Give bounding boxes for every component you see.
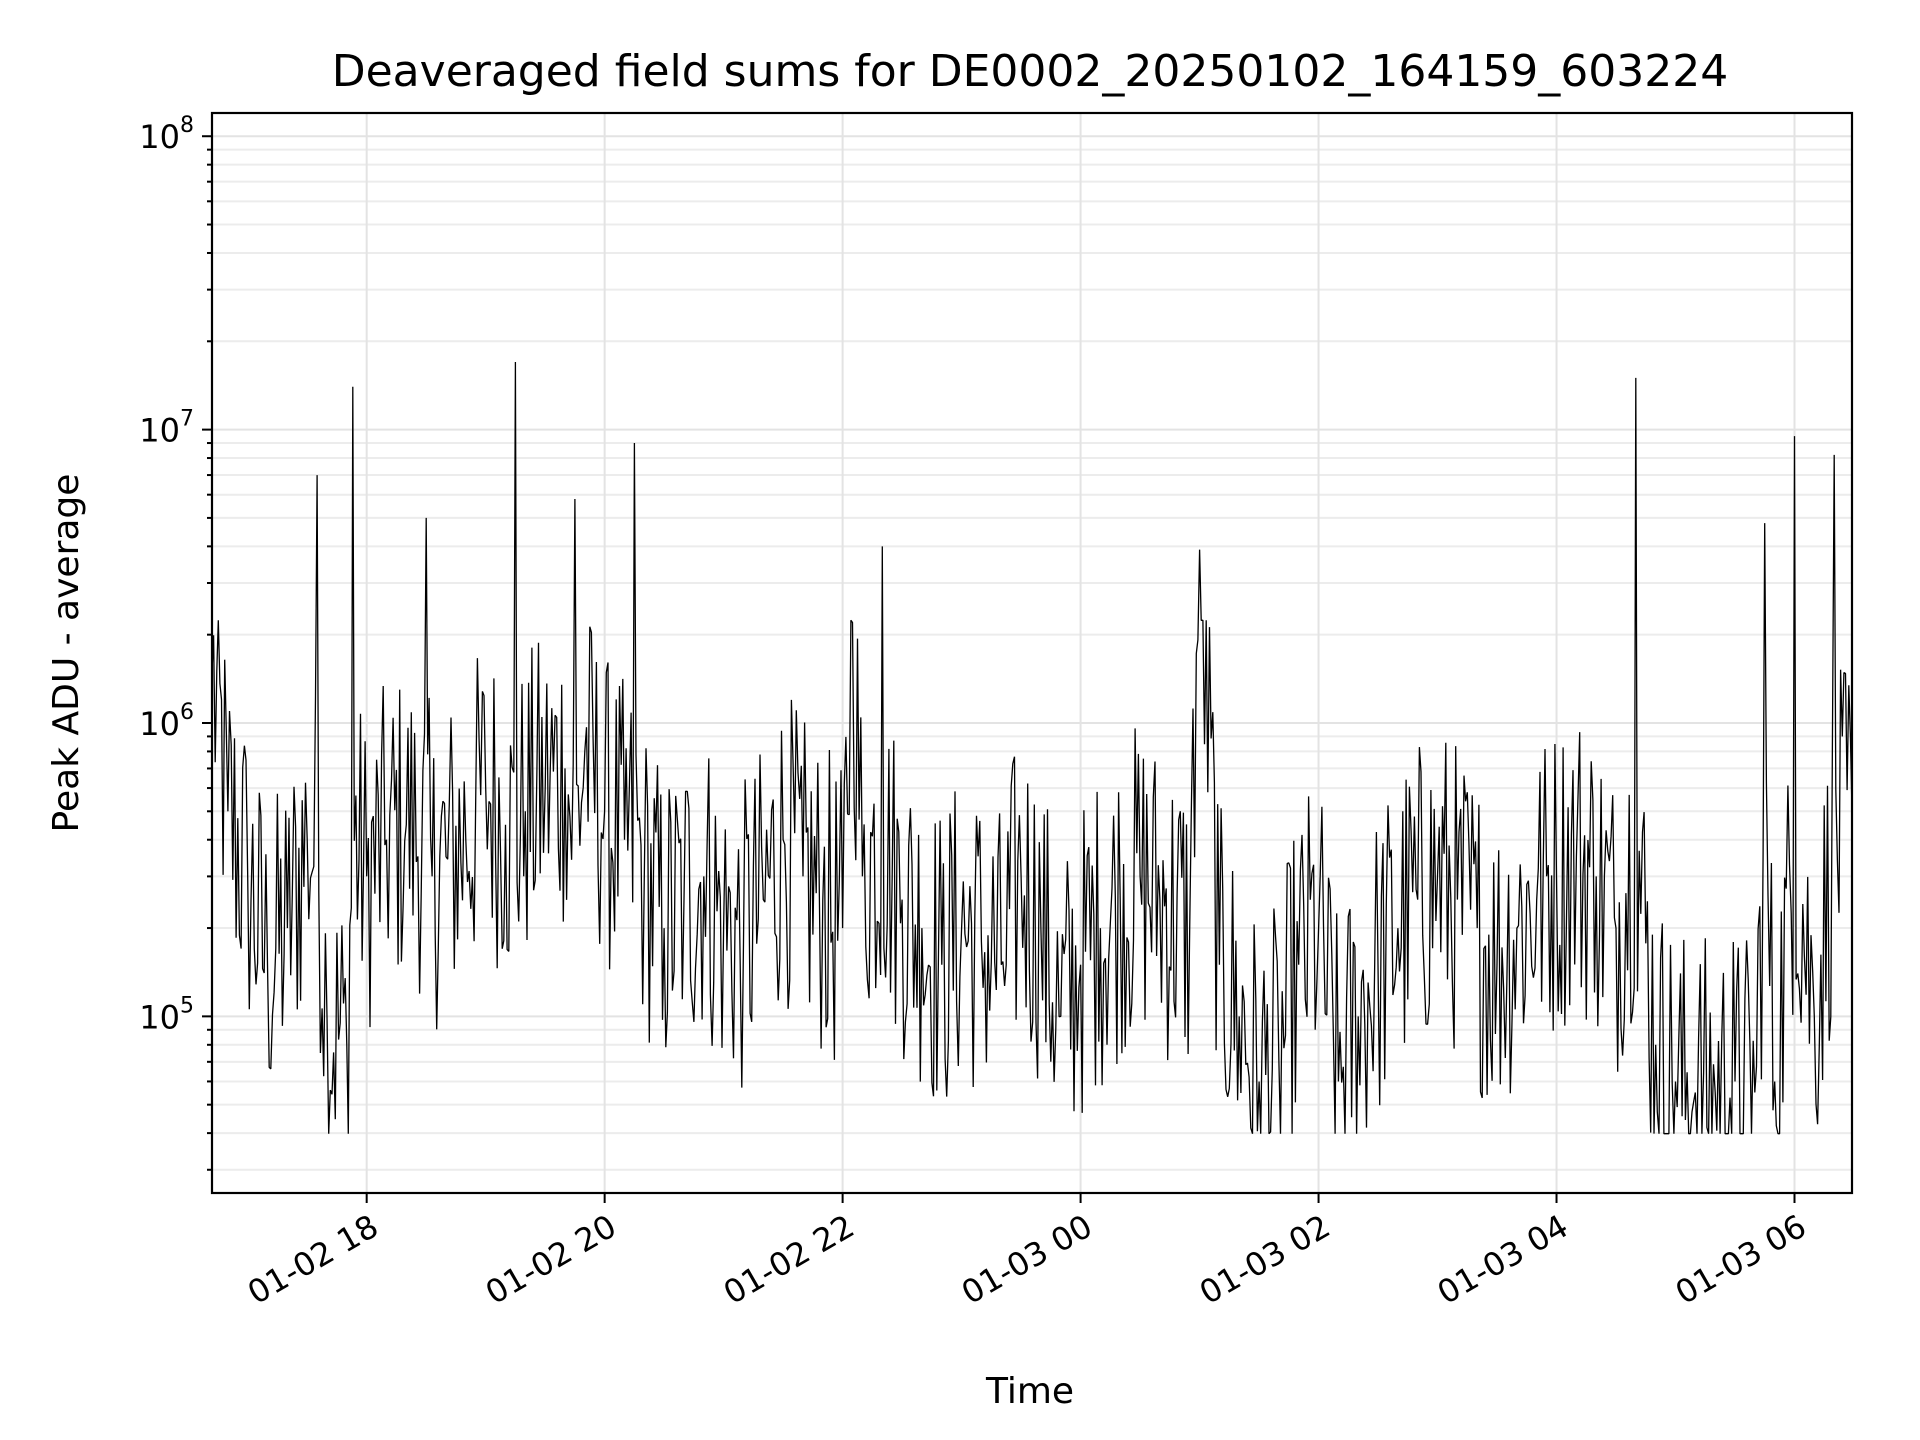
x-tick-label: 01-02 20 bbox=[479, 1207, 623, 1312]
series-layer bbox=[211, 361, 1853, 1135]
x-tick-label: 01-02 18 bbox=[241, 1207, 385, 1312]
y-tick-label: 108 bbox=[139, 113, 194, 156]
x-axis-label: Time bbox=[985, 1371, 1074, 1412]
y-tick-label: 105 bbox=[139, 993, 194, 1036]
x-tick-label: 01-03 04 bbox=[1431, 1207, 1575, 1312]
series-line bbox=[211, 361, 1853, 1135]
chart-title: Deaveraged field sums for DE0002_2025010… bbox=[332, 46, 1729, 97]
y-axis: 105 106 107 108 bbox=[139, 113, 212, 1171]
y-tick-label: 107 bbox=[139, 407, 194, 450]
x-axis: 01-02 18 01-02 20 01-02 22 01-03 00 01-03 02… bbox=[241, 1193, 1812, 1312]
y-tick-label: 106 bbox=[139, 700, 194, 743]
x-tick-label: 01-02 22 bbox=[717, 1207, 861, 1312]
x-tick-label: 01-03 00 bbox=[955, 1207, 1099, 1312]
x-tick-label: 01-03 06 bbox=[1669, 1207, 1813, 1312]
x-tick-label: 01-03 02 bbox=[1193, 1207, 1337, 1312]
plot-frame bbox=[210, 111, 1854, 1195]
y-axis-label: Peak ADU - average bbox=[46, 474, 87, 833]
